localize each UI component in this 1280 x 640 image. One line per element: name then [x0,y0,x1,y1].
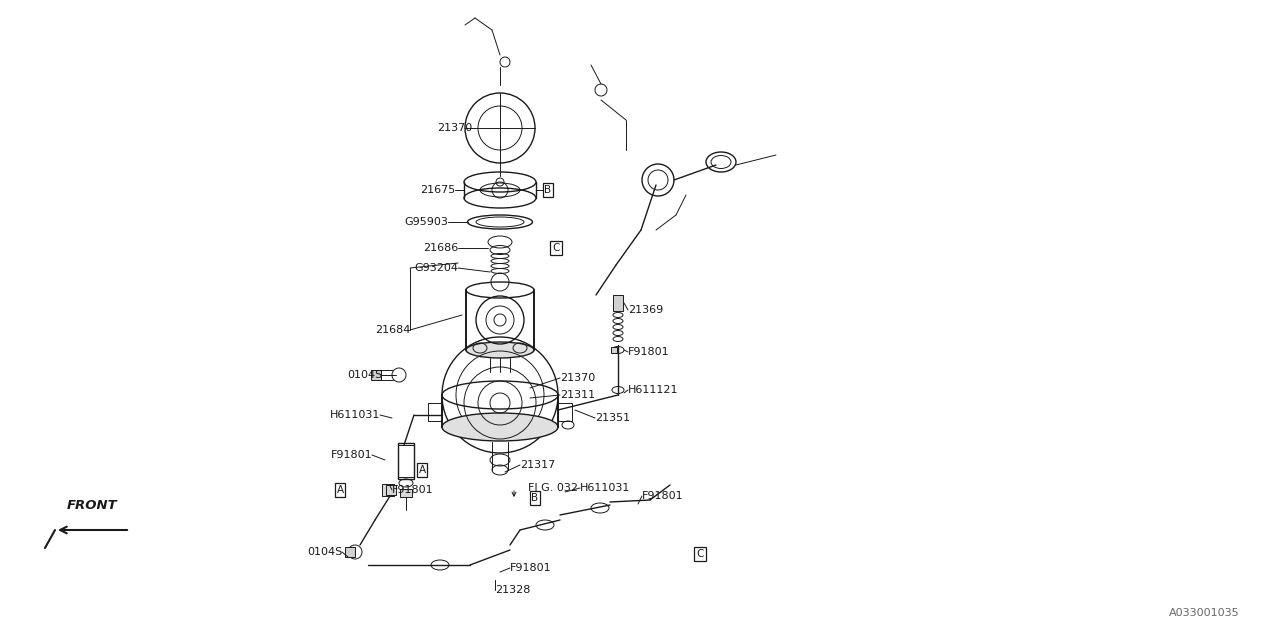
Text: 0104S: 0104S [347,370,381,380]
Ellipse shape [442,413,558,441]
Text: H611031: H611031 [580,483,630,493]
Ellipse shape [466,342,534,358]
Text: A: A [337,485,343,495]
Text: A: A [419,465,425,475]
Text: C: C [552,243,559,253]
Bar [387,485,396,495]
Bar [611,347,617,353]
Text: C: C [696,549,704,559]
Text: 21370: 21370 [561,373,595,383]
Text: 21328: 21328 [495,585,530,595]
Bar [398,443,413,479]
Text: 21675: 21675 [420,185,454,195]
Bar [371,370,381,380]
Bar [428,403,442,421]
Bar [346,547,355,557]
Text: G95903: G95903 [404,217,448,227]
Text: FRONT: FRONT [67,499,118,512]
Text: H611031: H611031 [330,410,380,420]
Text: FI G. 032: FI G. 032 [529,483,579,493]
Text: F91801: F91801 [392,485,434,495]
Text: 21369: 21369 [628,305,663,315]
Text: G93204: G93204 [413,263,458,273]
Text: 21684: 21684 [375,325,410,335]
Text: F91801: F91801 [628,347,669,357]
Text: B: B [544,185,552,195]
Bar [613,295,623,311]
Text: 21351: 21351 [595,413,630,423]
Text: 21370: 21370 [436,123,472,133]
Text: B: B [531,493,539,503]
Text: A033001035: A033001035 [1170,608,1240,618]
Bar [381,484,394,496]
Text: 0104S: 0104S [307,547,342,557]
Text: 21317: 21317 [520,460,556,470]
Bar [399,489,412,497]
Text: F91801: F91801 [330,450,372,460]
Text: F91801: F91801 [509,563,552,573]
Text: 21686: 21686 [422,243,458,253]
Text: H611121: H611121 [628,385,678,395]
Text: 21311: 21311 [561,390,595,400]
Text: F91801: F91801 [643,491,684,501]
Bar [558,403,572,421]
